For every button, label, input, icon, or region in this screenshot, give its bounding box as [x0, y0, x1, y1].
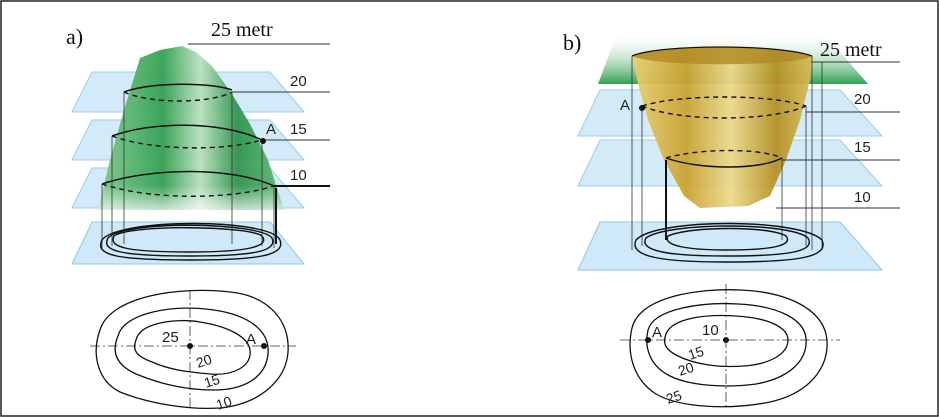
base-contour-25-b: [634, 222, 824, 263]
plan-contour-25-b: [629, 289, 828, 408]
level-15-label: 15: [290, 121, 307, 138]
plan-point-a-label: A: [246, 331, 256, 348]
plan-contour-label-20-b: 20: [676, 359, 696, 379]
panel-b-label: b): [563, 30, 581, 55]
pit-contour-25: [631, 46, 813, 57]
plan-contour-15-b: [663, 314, 789, 368]
plan-pit-marker: [723, 337, 729, 343]
hill-contour-15-back: [111, 124, 263, 141]
plan-center-value: 25: [162, 329, 179, 346]
hill-contour-20-back: [123, 83, 233, 93]
pit-contour-20-front: [641, 105, 807, 119]
plan-contour-label-15: 15: [202, 371, 222, 391]
point-a-label-b: A: [620, 97, 630, 114]
plan-contour-label-15-b: 15: [686, 343, 706, 363]
plan-point-a-marker-b: [645, 337, 651, 343]
point-a-marker: [260, 138, 266, 144]
hill-contour-20-front: [123, 91, 233, 102]
hill-contour-10-front: [101, 183, 275, 197]
level-10-label-b: 10: [854, 189, 871, 206]
pit-rim: [632, 47, 812, 65]
point-a-label: A: [266, 121, 276, 138]
level-10-label: 10: [290, 167, 307, 184]
base-contour-20-b: [644, 225, 810, 257]
panel-b-unit-label: 25 metr: [820, 39, 882, 61]
base-contour-15-b: [666, 227, 789, 251]
plan-point-a-label-b: A: [652, 324, 662, 341]
level-15-label-b: 15: [854, 139, 871, 156]
level-20-label: 20: [290, 73, 307, 90]
pit-contour-15-back: [665, 149, 783, 159]
plan-summit-marker: [187, 343, 193, 349]
panel-b-plan: 10 A 15 20 25: [620, 284, 840, 410]
plan-contour-15: [114, 307, 269, 391]
plan-contour-20: [133, 319, 251, 375]
point-a-marker-b: [639, 105, 645, 111]
pit-contour-15-front: [665, 157, 783, 168]
panel-a-unit-label: 25 metr: [211, 19, 273, 41]
panel-a-label: a): [66, 24, 83, 49]
hill-contour-10-back: [101, 170, 275, 187]
pit-contour-20-back: [641, 96, 807, 107]
plan-contour-label-20: 20: [194, 351, 214, 371]
hill-contour-15-front: [111, 135, 263, 149]
panel-b: b) 25 metr 20 15 10 A: [563, 30, 900, 410]
plan-contour-label-10: 10: [214, 393, 234, 413]
base-contour-15: [105, 224, 274, 257]
panel-a: a) 25 metr 20 15 10 A: [66, 19, 330, 413]
plan-contour-20-b: [646, 303, 807, 387]
level-20-label-b: 20: [854, 91, 871, 108]
base-contour-10: [99, 222, 282, 261]
base-contour-20: [112, 227, 265, 253]
plan-contour-label-25-b: 25: [664, 387, 684, 407]
plan-center-value-b: 10: [702, 322, 719, 339]
pit-shape: [632, 47, 812, 208]
plan-point-a-marker: [261, 343, 267, 349]
panel-a-plan: 25 A 20 15 10: [90, 289, 296, 413]
plan-contour-10: [95, 289, 289, 409]
